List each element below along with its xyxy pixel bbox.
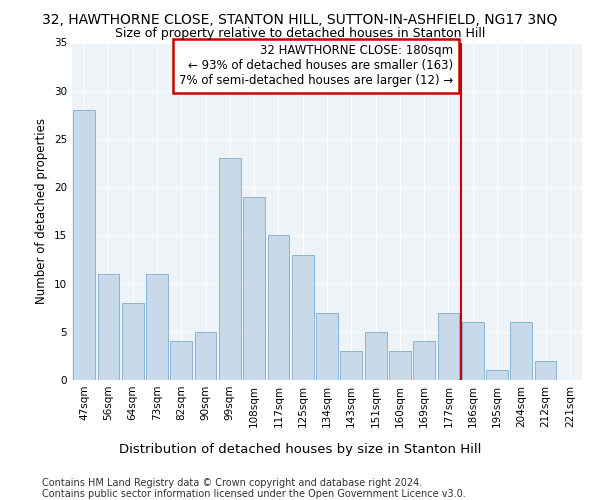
Y-axis label: Number of detached properties: Number of detached properties bbox=[35, 118, 49, 304]
Text: Contains public sector information licensed under the Open Government Licence v3: Contains public sector information licen… bbox=[42, 489, 466, 499]
Bar bbox=[268, 236, 289, 380]
Text: 32, HAWTHORNE CLOSE, STANTON HILL, SUTTON-IN-ASHFIELD, NG17 3NQ: 32, HAWTHORNE CLOSE, STANTON HILL, SUTTO… bbox=[43, 12, 557, 26]
Text: 32 HAWTHORNE CLOSE: 180sqm
← 93% of detached houses are smaller (163)
7% of semi: 32 HAWTHORNE CLOSE: 180sqm ← 93% of deta… bbox=[179, 44, 453, 88]
Bar bbox=[243, 197, 265, 380]
Bar bbox=[389, 351, 411, 380]
Bar bbox=[292, 254, 314, 380]
Bar bbox=[535, 360, 556, 380]
Bar bbox=[340, 351, 362, 380]
Text: Size of property relative to detached houses in Stanton Hill: Size of property relative to detached ho… bbox=[115, 28, 485, 40]
Bar bbox=[122, 303, 143, 380]
Bar bbox=[219, 158, 241, 380]
Bar bbox=[146, 274, 168, 380]
Bar bbox=[194, 332, 217, 380]
Bar bbox=[486, 370, 508, 380]
Bar bbox=[413, 342, 435, 380]
Bar bbox=[462, 322, 484, 380]
Bar bbox=[511, 322, 532, 380]
Text: Distribution of detached houses by size in Stanton Hill: Distribution of detached houses by size … bbox=[119, 442, 481, 456]
Bar bbox=[170, 342, 192, 380]
Bar bbox=[73, 110, 95, 380]
Text: Contains HM Land Registry data © Crown copyright and database right 2024.: Contains HM Land Registry data © Crown c… bbox=[42, 478, 422, 488]
Bar bbox=[437, 312, 460, 380]
Bar bbox=[316, 312, 338, 380]
Bar bbox=[97, 274, 119, 380]
Bar bbox=[365, 332, 386, 380]
